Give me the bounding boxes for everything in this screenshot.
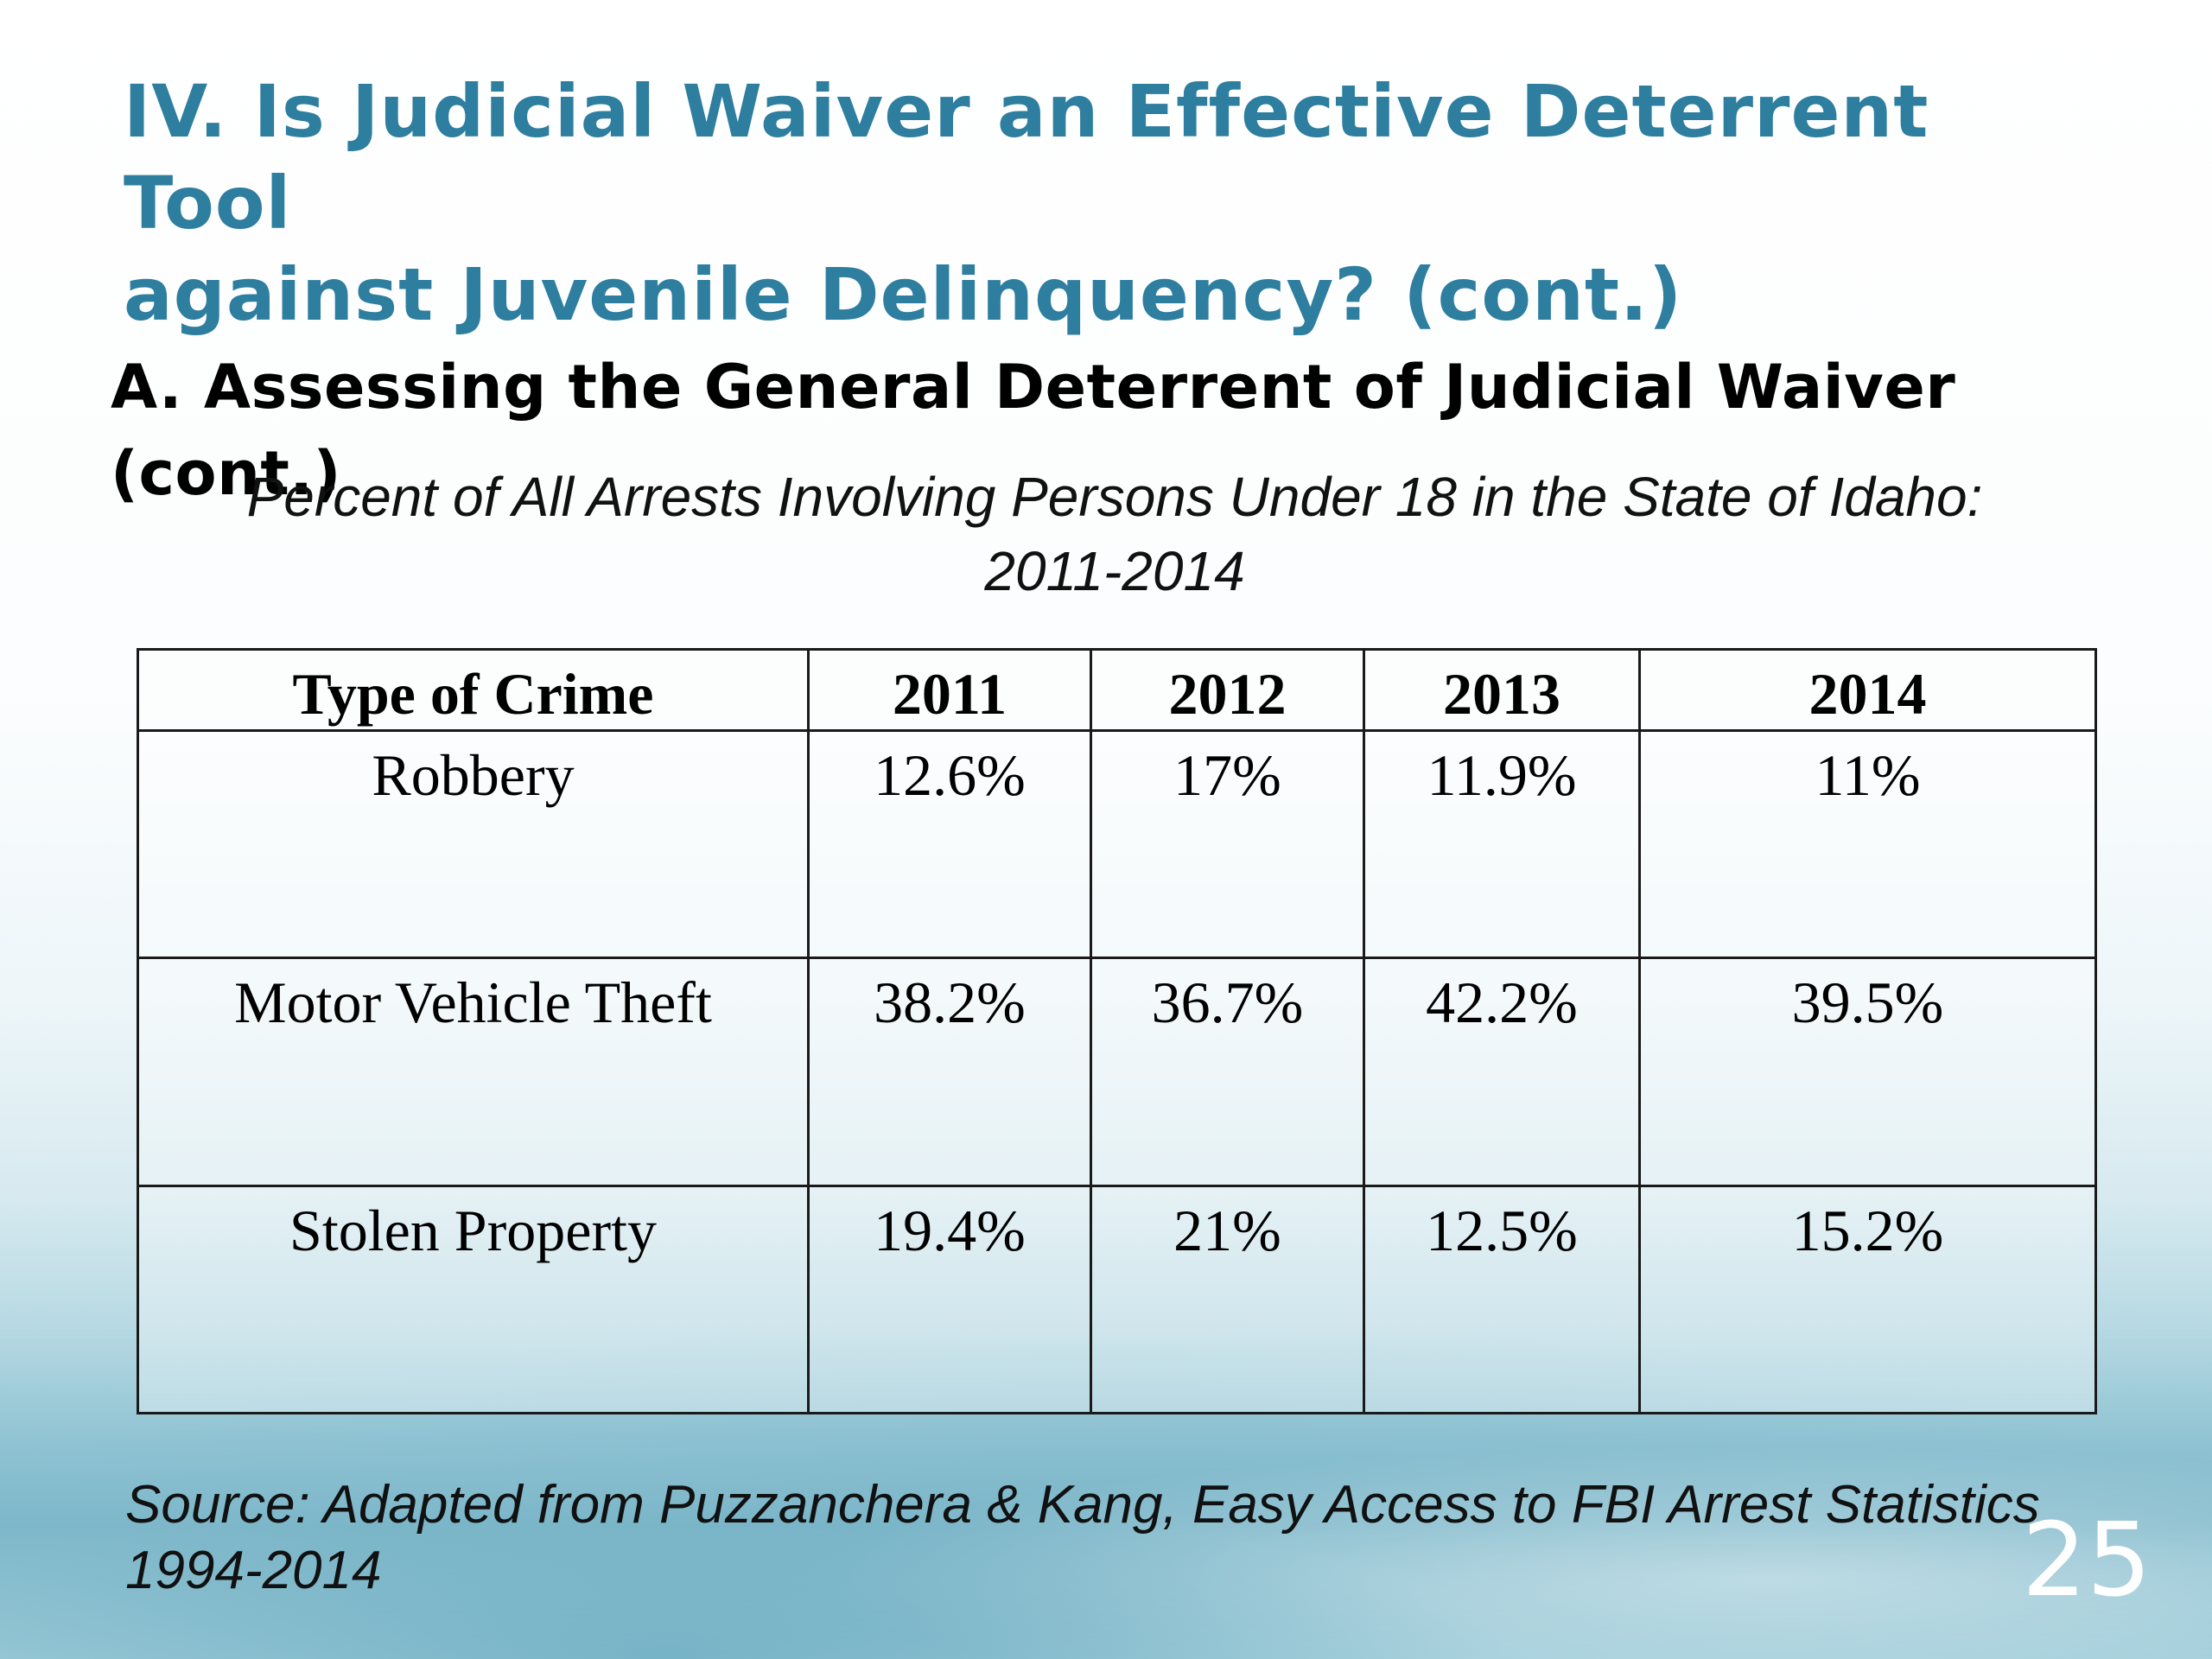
source-citation-line-2: 1994-2014 bbox=[125, 1541, 382, 1600]
arrest-percent-table: Type of Crime 2011 2012 2013 2014 Robber… bbox=[137, 648, 2097, 1415]
percent-cell: 11% bbox=[1638, 728, 2097, 960]
table-header-row: Type of Crime 2011 2012 2013 2014 bbox=[137, 648, 2097, 732]
section-subheading: A. Assessing the General Deterrent of Ju… bbox=[111, 352, 1956, 509]
table-caption-line-1: Percent of All Arrests Involving Persons… bbox=[246, 466, 1983, 528]
column-header-2012: 2012 bbox=[1090, 648, 1365, 732]
percent-cell: 21% bbox=[1090, 1184, 1365, 1415]
crime-type-cell: Stolen Property bbox=[137, 1184, 810, 1415]
percent-cell: 39.5% bbox=[1638, 957, 2097, 1187]
column-header-2014: 2014 bbox=[1638, 648, 2097, 732]
table-caption: Percent of All Arrests Involving Persons… bbox=[138, 460, 2091, 608]
percent-cell: 38.2% bbox=[807, 957, 1092, 1187]
crime-type-cell: Motor Vehicle Theft bbox=[137, 957, 810, 1187]
table-row: Stolen Property 19.4% 21% 12.5% 15.2% bbox=[137, 1184, 2097, 1415]
percent-cell: 19.4% bbox=[807, 1184, 1092, 1415]
table-row: Motor Vehicle Theft 38.2% 36.7% 42.2% 39… bbox=[137, 957, 2097, 1187]
slide-number: 25 bbox=[2021, 1500, 2152, 1619]
table-row: Robbery 12.6% 17% 11.9% 11% bbox=[137, 728, 2097, 960]
percent-cell: 12.6% bbox=[807, 728, 1092, 960]
percent-cell: 42.2% bbox=[1363, 957, 1641, 1187]
table-caption-line-2: 2011-2014 bbox=[984, 540, 1245, 602]
percent-cell: 11.9% bbox=[1363, 728, 1641, 960]
slide-title: IV. Is Judicial Waiver an Effective Dete… bbox=[124, 66, 2111, 340]
source-citation: Source: Adapted from Puzzanchera & Kang,… bbox=[125, 1472, 2113, 1604]
slide-title-line-2: against Juvenile Delinquency? (cont.) bbox=[124, 252, 1683, 337]
percent-cell: 15.2% bbox=[1638, 1184, 2097, 1415]
percent-cell: 12.5% bbox=[1363, 1184, 1641, 1415]
crime-type-cell: Robbery bbox=[137, 728, 810, 960]
column-header-type-of-crime: Type of Crime bbox=[137, 648, 810, 732]
column-header-2013: 2013 bbox=[1363, 648, 1641, 732]
column-header-2011: 2011 bbox=[807, 648, 1092, 732]
source-citation-line-1: Source: Adapted from Puzzanchera & Kang,… bbox=[125, 1475, 2040, 1535]
percent-cell: 36.7% bbox=[1090, 957, 1365, 1187]
percent-cell: 17% bbox=[1090, 728, 1365, 960]
slide-title-line-1: IV. Is Judicial Waiver an Effective Dete… bbox=[124, 69, 1929, 245]
